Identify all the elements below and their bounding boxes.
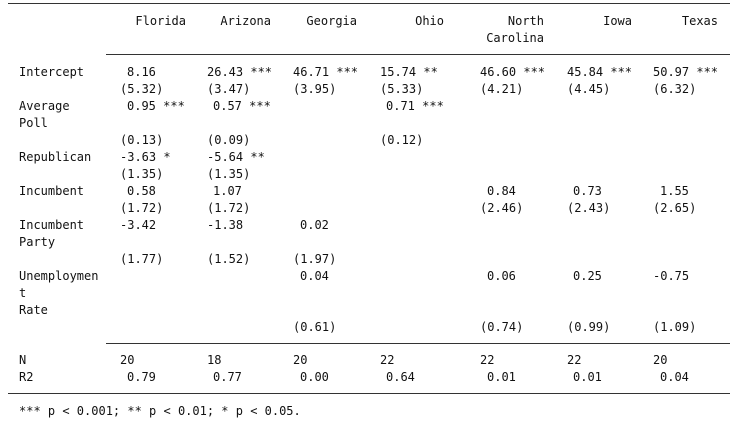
stat-label-n: N xyxy=(19,353,27,367)
cell: 0.84 xyxy=(487,184,516,198)
col-header-ohio: Ohio xyxy=(415,14,444,28)
cell: (0.13) xyxy=(120,133,164,147)
col-header-texas: Texas xyxy=(681,14,718,28)
significance-footnote: *** p < 0.001; ** p < 0.01; * p < 0.05. xyxy=(19,404,301,418)
col-header-north-carolina: North Carolina xyxy=(486,14,544,45)
cell: 45.84 *** xyxy=(567,65,633,79)
cell: (6.32) xyxy=(653,82,697,96)
cell: (4.21) xyxy=(480,82,524,96)
cell: (3.47) xyxy=(207,82,251,96)
cell: (1.09) xyxy=(653,320,697,334)
cell: 0.00 xyxy=(300,370,329,384)
cell: (4.45) xyxy=(567,82,611,96)
cell: (2.65) xyxy=(653,201,697,215)
cell: 1.07 xyxy=(213,184,242,198)
cell: (2.46) xyxy=(480,201,524,215)
cell: 0.79 xyxy=(127,370,156,384)
cell: (1.52) xyxy=(207,252,251,266)
cell: (1.97) xyxy=(293,252,337,266)
cell: (2.43) xyxy=(567,201,611,215)
col-header-arizona: Arizona xyxy=(220,14,271,28)
cell: 46.71 *** xyxy=(293,65,359,79)
row-label-intercept: Intercept xyxy=(19,65,85,79)
cell: (3.95) xyxy=(293,82,337,96)
header-rule xyxy=(106,54,730,55)
cell: 0.58 xyxy=(127,184,156,198)
cell: (0.12) xyxy=(380,133,424,147)
cell: 22 xyxy=(380,353,395,367)
cell: 0.77 xyxy=(213,370,242,384)
cell: -5.64 ** xyxy=(207,150,265,164)
cell: (0.09) xyxy=(207,133,251,147)
cell: 0.71 *** xyxy=(386,99,444,113)
cell: 20 xyxy=(293,353,308,367)
cell: (5.33) xyxy=(380,82,424,96)
cell: 22 xyxy=(480,353,495,367)
cell: 0.95 *** xyxy=(127,99,185,113)
row-label-incumbent-party: Incumbent Party xyxy=(19,218,85,249)
stats-rule xyxy=(106,343,730,344)
col-header-florida: Florida xyxy=(135,14,186,28)
cell: 0.01 xyxy=(573,370,602,384)
cell: 46.60 *** xyxy=(480,65,546,79)
cell: -3.42 xyxy=(120,218,157,232)
col-header-georgia: Georgia xyxy=(306,14,357,28)
cell: (0.61) xyxy=(293,320,337,334)
cell: 15.74 ** xyxy=(380,65,438,79)
cell: 1.55 xyxy=(660,184,689,198)
cell: 20 xyxy=(653,353,668,367)
cell: 0.06 xyxy=(487,269,516,283)
stat-label-r2: R2 xyxy=(19,370,34,384)
cell: 0.01 xyxy=(487,370,516,384)
cell: 20 xyxy=(120,353,135,367)
cell: 50.97 *** xyxy=(653,65,719,79)
cell: (0.74) xyxy=(480,320,524,334)
cell: 0.64 xyxy=(386,370,415,384)
cell: 8.16 xyxy=(127,65,156,79)
cell: (1.35) xyxy=(207,167,251,181)
cell: 0.02 xyxy=(300,218,329,232)
cell: 0.57 *** xyxy=(213,99,271,113)
cell: -1.38 xyxy=(207,218,244,232)
cell: 0.73 xyxy=(573,184,602,198)
cell: (5.32) xyxy=(120,82,164,96)
top-rule xyxy=(8,3,730,4)
cell: -0.75 xyxy=(653,269,690,283)
row-label-unemployment-rate: Unemploymen t Rate xyxy=(19,269,99,317)
cell: (1.72) xyxy=(120,201,164,215)
cell: (1.77) xyxy=(120,252,164,266)
col-header-iowa: Iowa xyxy=(603,14,632,28)
row-label-republican: Republican xyxy=(19,150,92,164)
cell: 26.43 *** xyxy=(207,65,273,79)
cell: (1.72) xyxy=(207,201,251,215)
cell: (1.35) xyxy=(120,167,164,181)
cell: 18 xyxy=(207,353,222,367)
row-label-incumbent: Incumbent xyxy=(19,184,85,198)
cell: 0.04 xyxy=(660,370,689,384)
cell: 0.04 xyxy=(300,269,329,283)
cell: 22 xyxy=(567,353,582,367)
row-label-average-poll: Average Poll xyxy=(19,99,70,130)
bottom-rule xyxy=(8,393,730,394)
cell: 0.25 xyxy=(573,269,602,283)
cell: -3.63 * xyxy=(120,150,171,164)
cell: (0.99) xyxy=(567,320,611,334)
